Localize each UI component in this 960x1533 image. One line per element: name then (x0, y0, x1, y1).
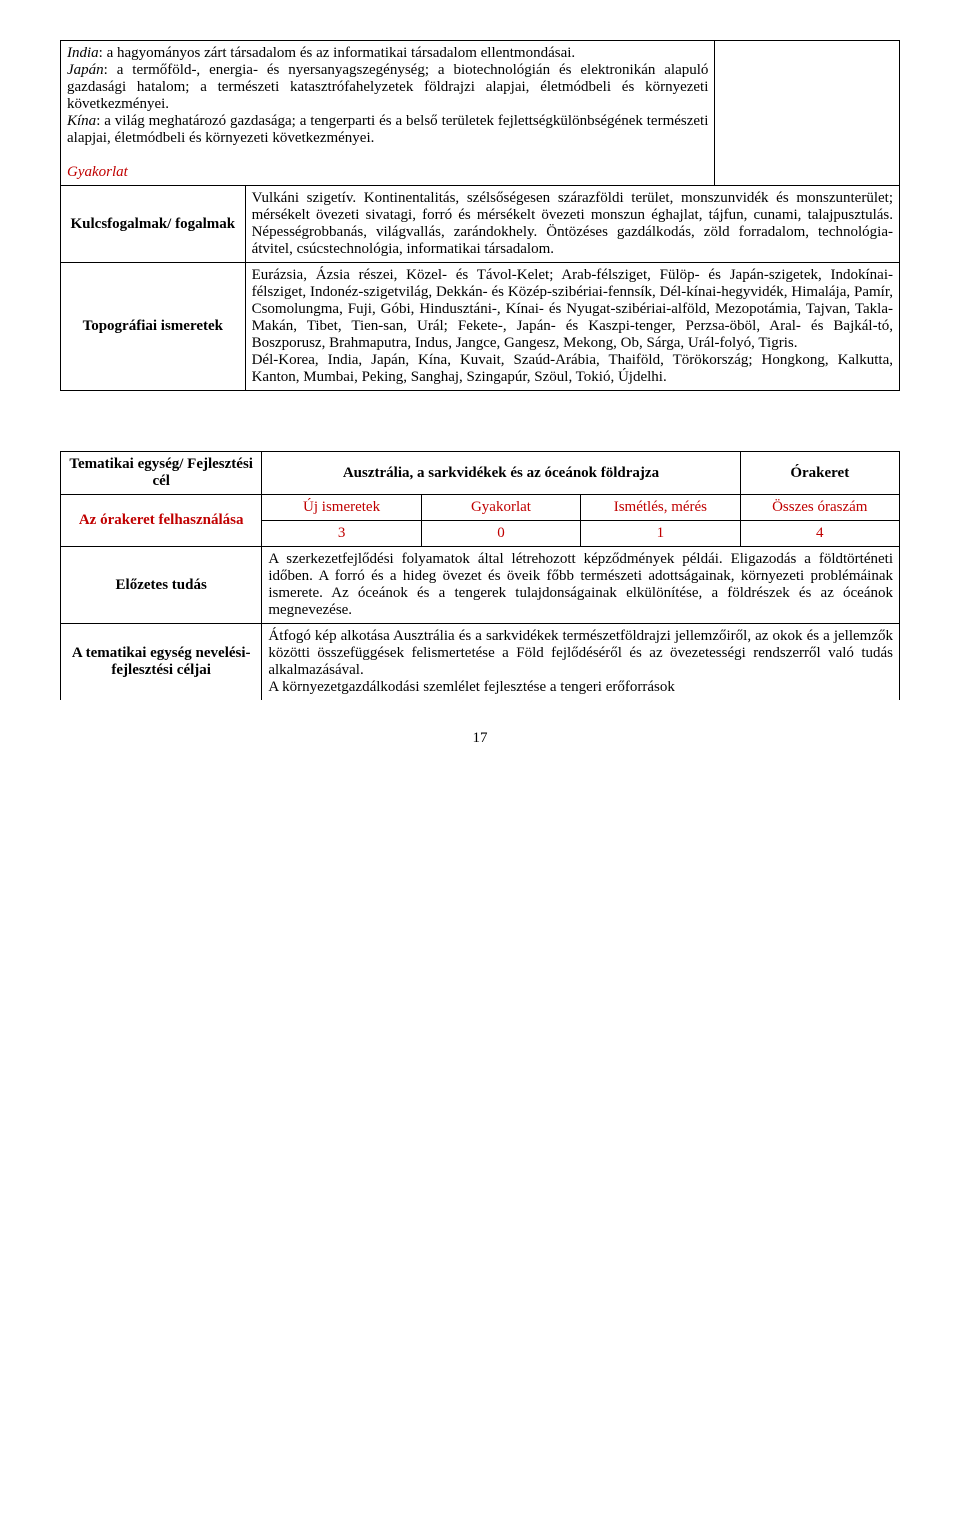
elozetes-text: A szerkezetfejlődési folyamatok által lé… (262, 547, 900, 624)
value-osszes: 4 (740, 521, 899, 547)
topografiai-cell: Eurázsia, Ázsia részei, Közel- és Távol-… (245, 263, 899, 391)
content-table-top: India: a hagyományos zárt társadalom és … (60, 40, 900, 391)
celok-label: A tematikai egység nevelési-fejlesztési … (61, 624, 262, 701)
tematikai-label: Tematikai egység/ Fejlesztési cél (61, 452, 262, 495)
kina-label: Kína (67, 113, 96, 129)
header-gyakorlat: Gyakorlat (421, 495, 580, 521)
empty-side-cell (715, 41, 900, 186)
header-uj-ismeretek: Új ismeretek (262, 495, 421, 521)
value-uj-ismeretek: 3 (262, 521, 421, 547)
celok-p1: Átfogó kép alkotása Ausztrália és a sark… (268, 628, 893, 678)
value-ismetles: 1 (581, 521, 740, 547)
topografiai-label: Topográfiai ismeretek (61, 263, 246, 391)
japan-text: : a termőföld-, energia- és nyersanyagsz… (67, 62, 708, 112)
header-osszes: Összes óraszám (740, 495, 899, 521)
kulcsfogalmak-text: Vulkáni szigetív. Kontinentalitás, széls… (245, 186, 899, 263)
topografiai-p2: Dél-Korea, India, Japán, Kína, Kuvait, S… (252, 352, 893, 385)
header-ismetles: Ismétlés, mérés (581, 495, 740, 521)
azorakeret-label: Az órakeret felhasználása (61, 495, 262, 547)
india-label: India (67, 45, 99, 61)
page-number: 17 (60, 730, 900, 747)
japan-label: Japán (67, 62, 104, 78)
orakeret-label: Órakeret (740, 452, 899, 495)
unit-table: Tematikai egység/ Fejlesztési cél Ausztr… (60, 451, 900, 700)
topografiai-p1: Eurázsia, Ázsia részei, Közel- és Távol-… (252, 267, 893, 351)
elozetes-label: Előzetes tudás (61, 547, 262, 624)
kulcsfogalmak-label: Kulcsfogalmak/ fogalmak (61, 186, 246, 263)
india-text: : a hagyományos zárt társadalom és az in… (99, 45, 576, 61)
value-gyakorlat: 0 (421, 521, 580, 547)
celok-cell: Átfogó kép alkotása Ausztrália és a sark… (262, 624, 900, 701)
kina-text: : a világ meghatározó gazdasága; a tenge… (67, 113, 708, 146)
intro-cell: India: a hagyományos zárt társadalom és … (61, 41, 715, 186)
celok-p2: A környezetgazdálkodási szemlélet fejles… (268, 679, 674, 695)
gyakorlat-label: Gyakorlat (67, 164, 128, 180)
unit-title: Ausztrália, a sarkvidékek és az óceánok … (262, 452, 740, 495)
